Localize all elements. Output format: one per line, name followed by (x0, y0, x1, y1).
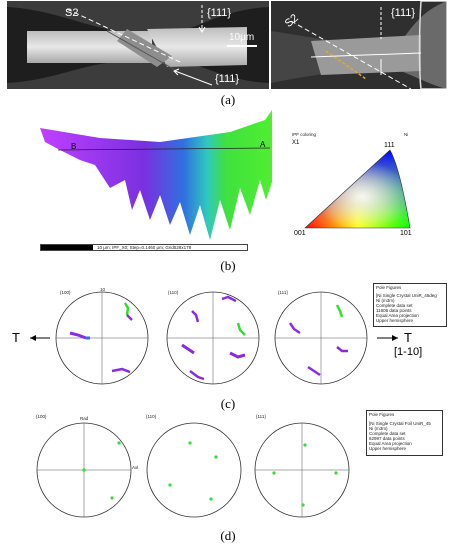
legend-d-line-5: Equal Area projection (369, 441, 412, 446)
ipf-101: 101 (400, 230, 412, 237)
legend-d-line-4: 62997 data points (369, 436, 405, 441)
pole-figure-d-100 (36, 422, 132, 518)
panel-b-label: (b) (220, 258, 236, 273)
pole-figure-d-110 (146, 422, 242, 518)
legend-c-line-3: Complete data set (376, 303, 413, 308)
ipf-header-right: Ni (404, 132, 409, 137)
ipf-x1: X1 (292, 140, 300, 146)
pole-figure-c-100 (55, 291, 149, 385)
pf-d-label-100: {100} (36, 414, 47, 419)
pf-c-label-111: {111} (278, 290, 288, 295)
pf-c-label-100: {100} (60, 290, 71, 295)
pole-figures-c (30, 291, 398, 385)
panel-d-label: (d) (220, 528, 236, 543)
legend-c-line-0: Pole Figures (376, 285, 402, 290)
map-label-a: A (260, 140, 266, 149)
ipf-001: 001 (294, 230, 306, 237)
panel-c-label: (c) (220, 396, 236, 411)
legend-d-line-6: Upper hemisphere (369, 446, 407, 451)
pole-figure-c-111 (274, 291, 368, 385)
legend-c-line-4: 11606 data points (376, 308, 412, 313)
pf-d-rad: Rad (80, 416, 89, 421)
ipf-legend (304, 149, 411, 229)
scale-label-left: 10μm (229, 32, 255, 43)
sem-right-drawing (271, 1, 447, 89)
sem-image-left: S2 {111} 10μm {111} (7, 1, 269, 89)
legend-c-line-5: Equal Area projection (376, 313, 419, 318)
pf-d-axl: Axl (132, 465, 139, 470)
plane-111-top-right: {111} (391, 7, 416, 19)
legend-c: Pole Figures [Ni Single Crystal UniR_45d… (373, 283, 447, 327)
scalebar-caption: 10 μm; IPF_X0; Step=0.1460 μm; Grid528x1… (97, 245, 192, 250)
map-label-b: B (71, 142, 77, 151)
pf-d-label-110: {110} (146, 414, 157, 419)
plane-111-top-left: {111} (207, 7, 232, 19)
ipf-111: 111 (384, 142, 395, 149)
legend-d-line-1: [Ni Single Crystal Foil UniR_45 (369, 421, 431, 426)
pf-d-label-111: {111} (256, 414, 266, 419)
pf-c-label-110: {110} (168, 290, 179, 295)
legend-c-line-2: Ni (m3m) (376, 298, 395, 303)
ipf-header-left: IPF coloring (292, 132, 317, 137)
pole-figure-c-110 (166, 291, 260, 385)
orientation-map (40, 110, 272, 240)
legend-c-line-1: [Ni Single Crystal UniR_45deg (376, 293, 437, 298)
legend-d-line-0: Pole Figures (369, 412, 395, 417)
sem-image-right: S2 {111} (271, 1, 447, 89)
arrow-right-t: T (404, 330, 412, 345)
scalebar-fill (41, 245, 93, 250)
pole-figures-d (36, 422, 350, 518)
s2-label-left: S2 (65, 7, 79, 19)
legend-d: Pole Figures [Ni Single Crystal Foil Uni… (366, 410, 443, 456)
scalebar-strip: 10 μm; IPF_X0; Step=0.1460 μm; Grid528x1… (40, 244, 248, 251)
arrow-left-t: T (12, 330, 20, 345)
direction-label: [1-10] (394, 346, 423, 358)
legend-c-line-6: Upper hemisphere (376, 318, 414, 323)
panel-a-label: (a) (220, 92, 236, 107)
sem-left-drawing (7, 1, 269, 89)
legend-d-line-3: Complete data set (369, 431, 406, 436)
pole-figure-d-111 (254, 422, 350, 518)
legend-d-line-2: Ni (m3m) (369, 426, 388, 431)
plane-111-bottom-left: {111} (215, 73, 240, 85)
pf-c-top-tick: 10 (100, 287, 106, 292)
